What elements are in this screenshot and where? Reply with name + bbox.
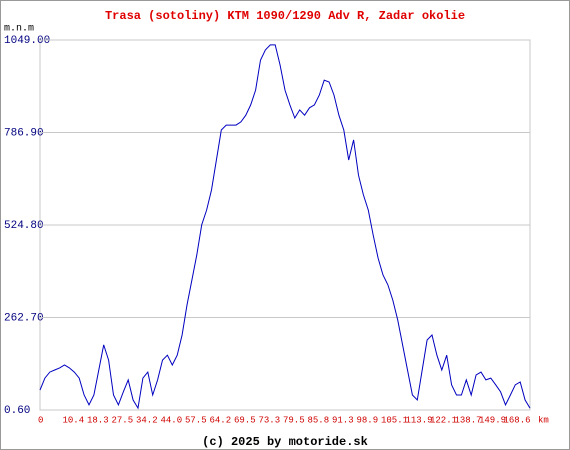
x-axis-label: km [538, 415, 549, 425]
x-tick-label: 10.4 [63, 415, 85, 425]
y-tick-label: 262.70 [4, 312, 44, 324]
x-tick-label: 105.1 [381, 415, 408, 425]
y-tick-label: 0.60 [4, 405, 30, 417]
elevation-line [39, 44, 531, 410]
footer: (c) 2025 by motoride.sk [202, 435, 368, 449]
x-tick-label: 168.6 [504, 415, 531, 425]
x-tick-label: 138.7 [455, 415, 482, 425]
x-tick-label: 113.9 [406, 415, 433, 425]
y-tick-label: 524.80 [4, 220, 44, 232]
x-tick-label: 85.8 [308, 415, 330, 425]
x-tick-label: 149.9 [479, 415, 506, 425]
x-tick-label: 57.5 [185, 415, 207, 425]
y-tick-label: 786.90 [4, 127, 44, 139]
x-tick-label: 122.1 [430, 415, 457, 425]
chart-title: Trasa (sotoliny) KTM 1090/1290 Adv R, Za… [105, 9, 465, 23]
x-tick-label: 69.5 [234, 415, 256, 425]
y-axis-label: m.n.m [4, 24, 34, 35]
x-tick-label: 73.3 [259, 415, 281, 425]
y-tick-label: 1049.00 [4, 35, 50, 47]
x-tick-label: 98.9 [357, 415, 379, 425]
x-tick-label: 0 [38, 415, 43, 425]
x-tick-label: 64.2 [210, 415, 232, 425]
x-tick-label: 18.3 [87, 415, 109, 425]
x-tick-label: 91.3 [332, 415, 354, 425]
x-tick-label: 34.2 [136, 415, 158, 425]
x-tick-label: 27.5 [112, 415, 134, 425]
x-tick-label: 79.5 [283, 415, 305, 425]
x-tick-label: 44.0 [161, 415, 183, 425]
